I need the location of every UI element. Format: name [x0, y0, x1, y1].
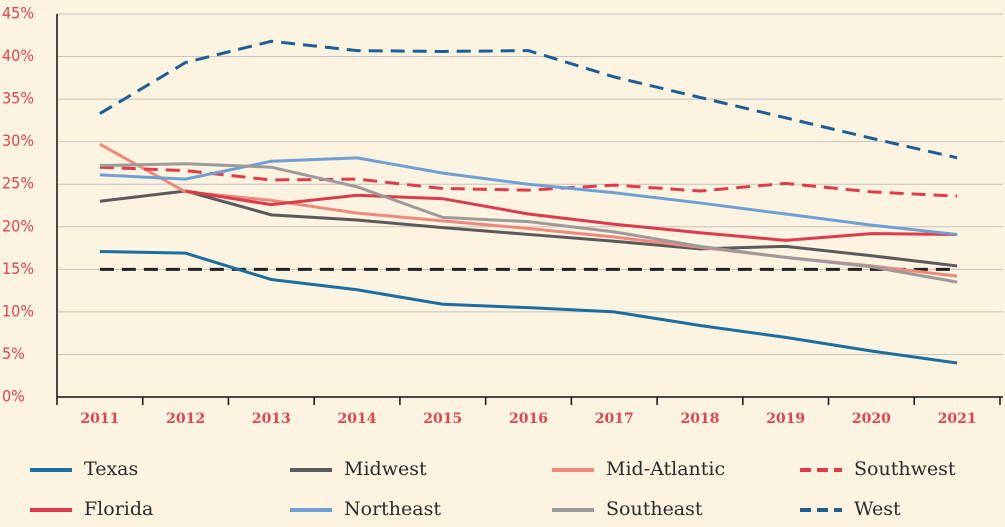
- y-tick-label: 30%: [2, 131, 34, 150]
- legend-label: Southeast: [606, 498, 703, 520]
- legend-label: West: [854, 498, 901, 520]
- y-tick-label: 0%: [2, 387, 25, 406]
- y-tick-label: 20%: [2, 216, 34, 235]
- x-tick-label: 2016: [509, 411, 548, 427]
- legend-label: Midwest: [344, 458, 427, 480]
- series-line: [99, 39, 958, 160]
- series-line: [99, 165, 958, 198]
- y-tick-label: 40%: [2, 46, 34, 65]
- x-tick-label: 2012: [166, 411, 205, 427]
- series-line: [99, 189, 958, 268]
- y-tick-label: 35%: [2, 89, 34, 108]
- legend-label: Southwest: [854, 458, 956, 480]
- y-tick-label: 25%: [2, 174, 34, 193]
- legend-label: Florida: [84, 498, 153, 520]
- x-tick-label: 2019: [766, 411, 805, 427]
- x-tick-label: 2015: [423, 411, 462, 427]
- x-tick-label: 2018: [680, 411, 719, 427]
- y-tick-label: 45%: [2, 4, 34, 23]
- legend-label: Texas: [84, 458, 138, 480]
- legend-label: Mid-Atlantic: [606, 458, 725, 480]
- y-tick-label: 15%: [2, 259, 34, 278]
- x-tick-label: 2020: [852, 411, 891, 427]
- x-tick-label: 2014: [338, 411, 377, 427]
- y-tick-label: 5%: [2, 344, 25, 363]
- x-tick-label: 2011: [80, 411, 119, 427]
- series-line: [99, 162, 958, 284]
- legend-label: Northeast: [344, 498, 441, 520]
- series-line: [99, 249, 958, 365]
- x-tick-label: 2013: [252, 411, 291, 427]
- x-tick-label: 2017: [595, 411, 634, 427]
- y-tick-label: 10%: [2, 301, 34, 320]
- series-line: [185, 189, 958, 242]
- x-tick-label: 2021: [938, 411, 977, 427]
